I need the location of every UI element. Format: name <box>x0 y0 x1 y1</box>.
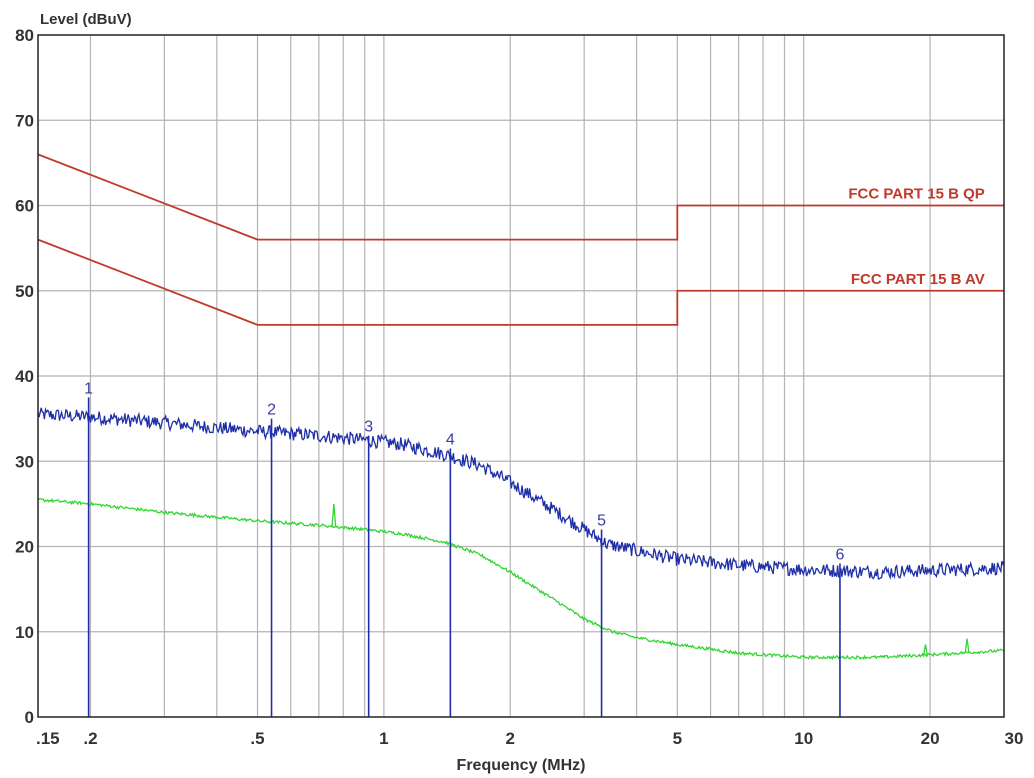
x-tick-labels: .15 .2 .5 1 2 5 10 20 30 <box>36 729 1023 748</box>
y-axis-label: Level (dBuV) <box>40 11 132 28</box>
y-tick-label: 50 <box>15 282 34 301</box>
x-tick-label: 20 <box>921 729 940 748</box>
marker-label: 6 <box>836 547 845 564</box>
y-tick-label: 20 <box>15 538 34 557</box>
marker-label: 5 <box>597 512 606 529</box>
y-tick-label: 0 <box>25 708 34 727</box>
y-tick-labels: 0 10 20 30 40 50 60 70 80 <box>15 26 34 727</box>
limit-line <box>37 153 1004 241</box>
marker-label: 3 <box>364 419 373 436</box>
y-tick-label: 30 <box>15 452 34 471</box>
limit-line-label: FCC PART 15 B AV <box>851 271 985 288</box>
y-tick-label: 10 <box>15 623 34 642</box>
limit-line-label: FCC PART 15 B QP <box>848 186 984 203</box>
marker-label: 2 <box>267 402 276 419</box>
x-tick-label: 30 <box>1005 729 1024 748</box>
x-tick-label: .2 <box>83 729 97 748</box>
y-tick-label: 80 <box>15 26 34 45</box>
y-tick-label: 40 <box>15 367 34 386</box>
x-tick-label: .15 <box>36 729 60 748</box>
traces <box>37 407 1005 661</box>
plot-frame <box>37 34 1005 718</box>
peak-trace <box>37 407 1005 581</box>
markers: 1 2 3 4 5 6 <box>84 380 845 717</box>
grid <box>38 35 1004 717</box>
x-tick-label: 2 <box>506 729 515 748</box>
x-tick-label: 1 <box>379 729 388 748</box>
marker-label: 4 <box>446 431 455 448</box>
x-tick-label: .5 <box>250 729 264 748</box>
x-tick-label: 10 <box>794 729 813 748</box>
limit-lines: FCC PART 15 B QP FCC PART 15 B AV <box>37 153 1004 326</box>
average-spike <box>922 644 928 656</box>
average-spike <box>964 638 970 653</box>
average-trace <box>37 497 1005 661</box>
y-tick-label: 60 <box>15 197 34 216</box>
y-tick-label: 70 <box>15 111 34 130</box>
x-axis-label: Frequency (MHz) <box>457 757 586 774</box>
x-tick-label: 5 <box>673 729 682 748</box>
limit-line <box>37 238 1004 326</box>
marker-label: 1 <box>84 380 93 397</box>
average-spike <box>331 503 337 527</box>
